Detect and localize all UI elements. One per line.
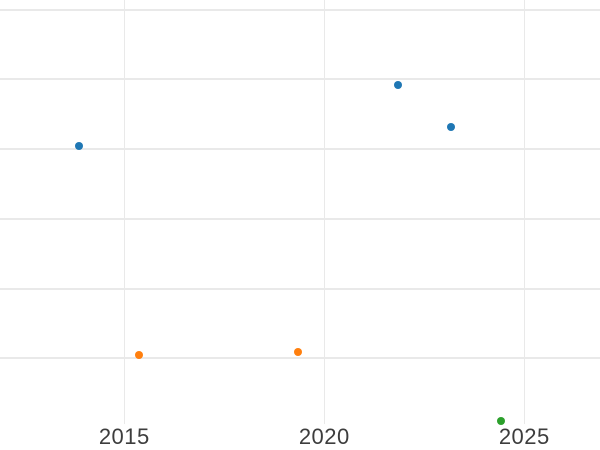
data-point-green-series	[496, 417, 505, 425]
x-tick-label-2025: 2025	[498, 424, 550, 449]
data-point-blue-series	[75, 142, 84, 150]
horizontal-gridline	[0, 148, 600, 150]
x-tick-label-2020: 2020	[298, 424, 350, 449]
horizontal-gridline	[0, 288, 600, 290]
data-point-orange-series	[294, 348, 303, 356]
horizontal-gridline	[0, 218, 600, 220]
horizontal-gridline	[0, 357, 600, 359]
vertical-gridline	[523, 0, 525, 424]
data-point-blue-series	[394, 81, 403, 89]
vertical-gridline	[123, 0, 125, 424]
data-point-blue-series	[447, 123, 456, 131]
horizontal-gridline	[0, 9, 600, 11]
horizontal-gridline	[0, 78, 600, 80]
data-point-orange-series	[134, 351, 143, 359]
x-tick-label-2015: 2015	[98, 424, 150, 449]
vertical-gridline	[323, 0, 325, 424]
